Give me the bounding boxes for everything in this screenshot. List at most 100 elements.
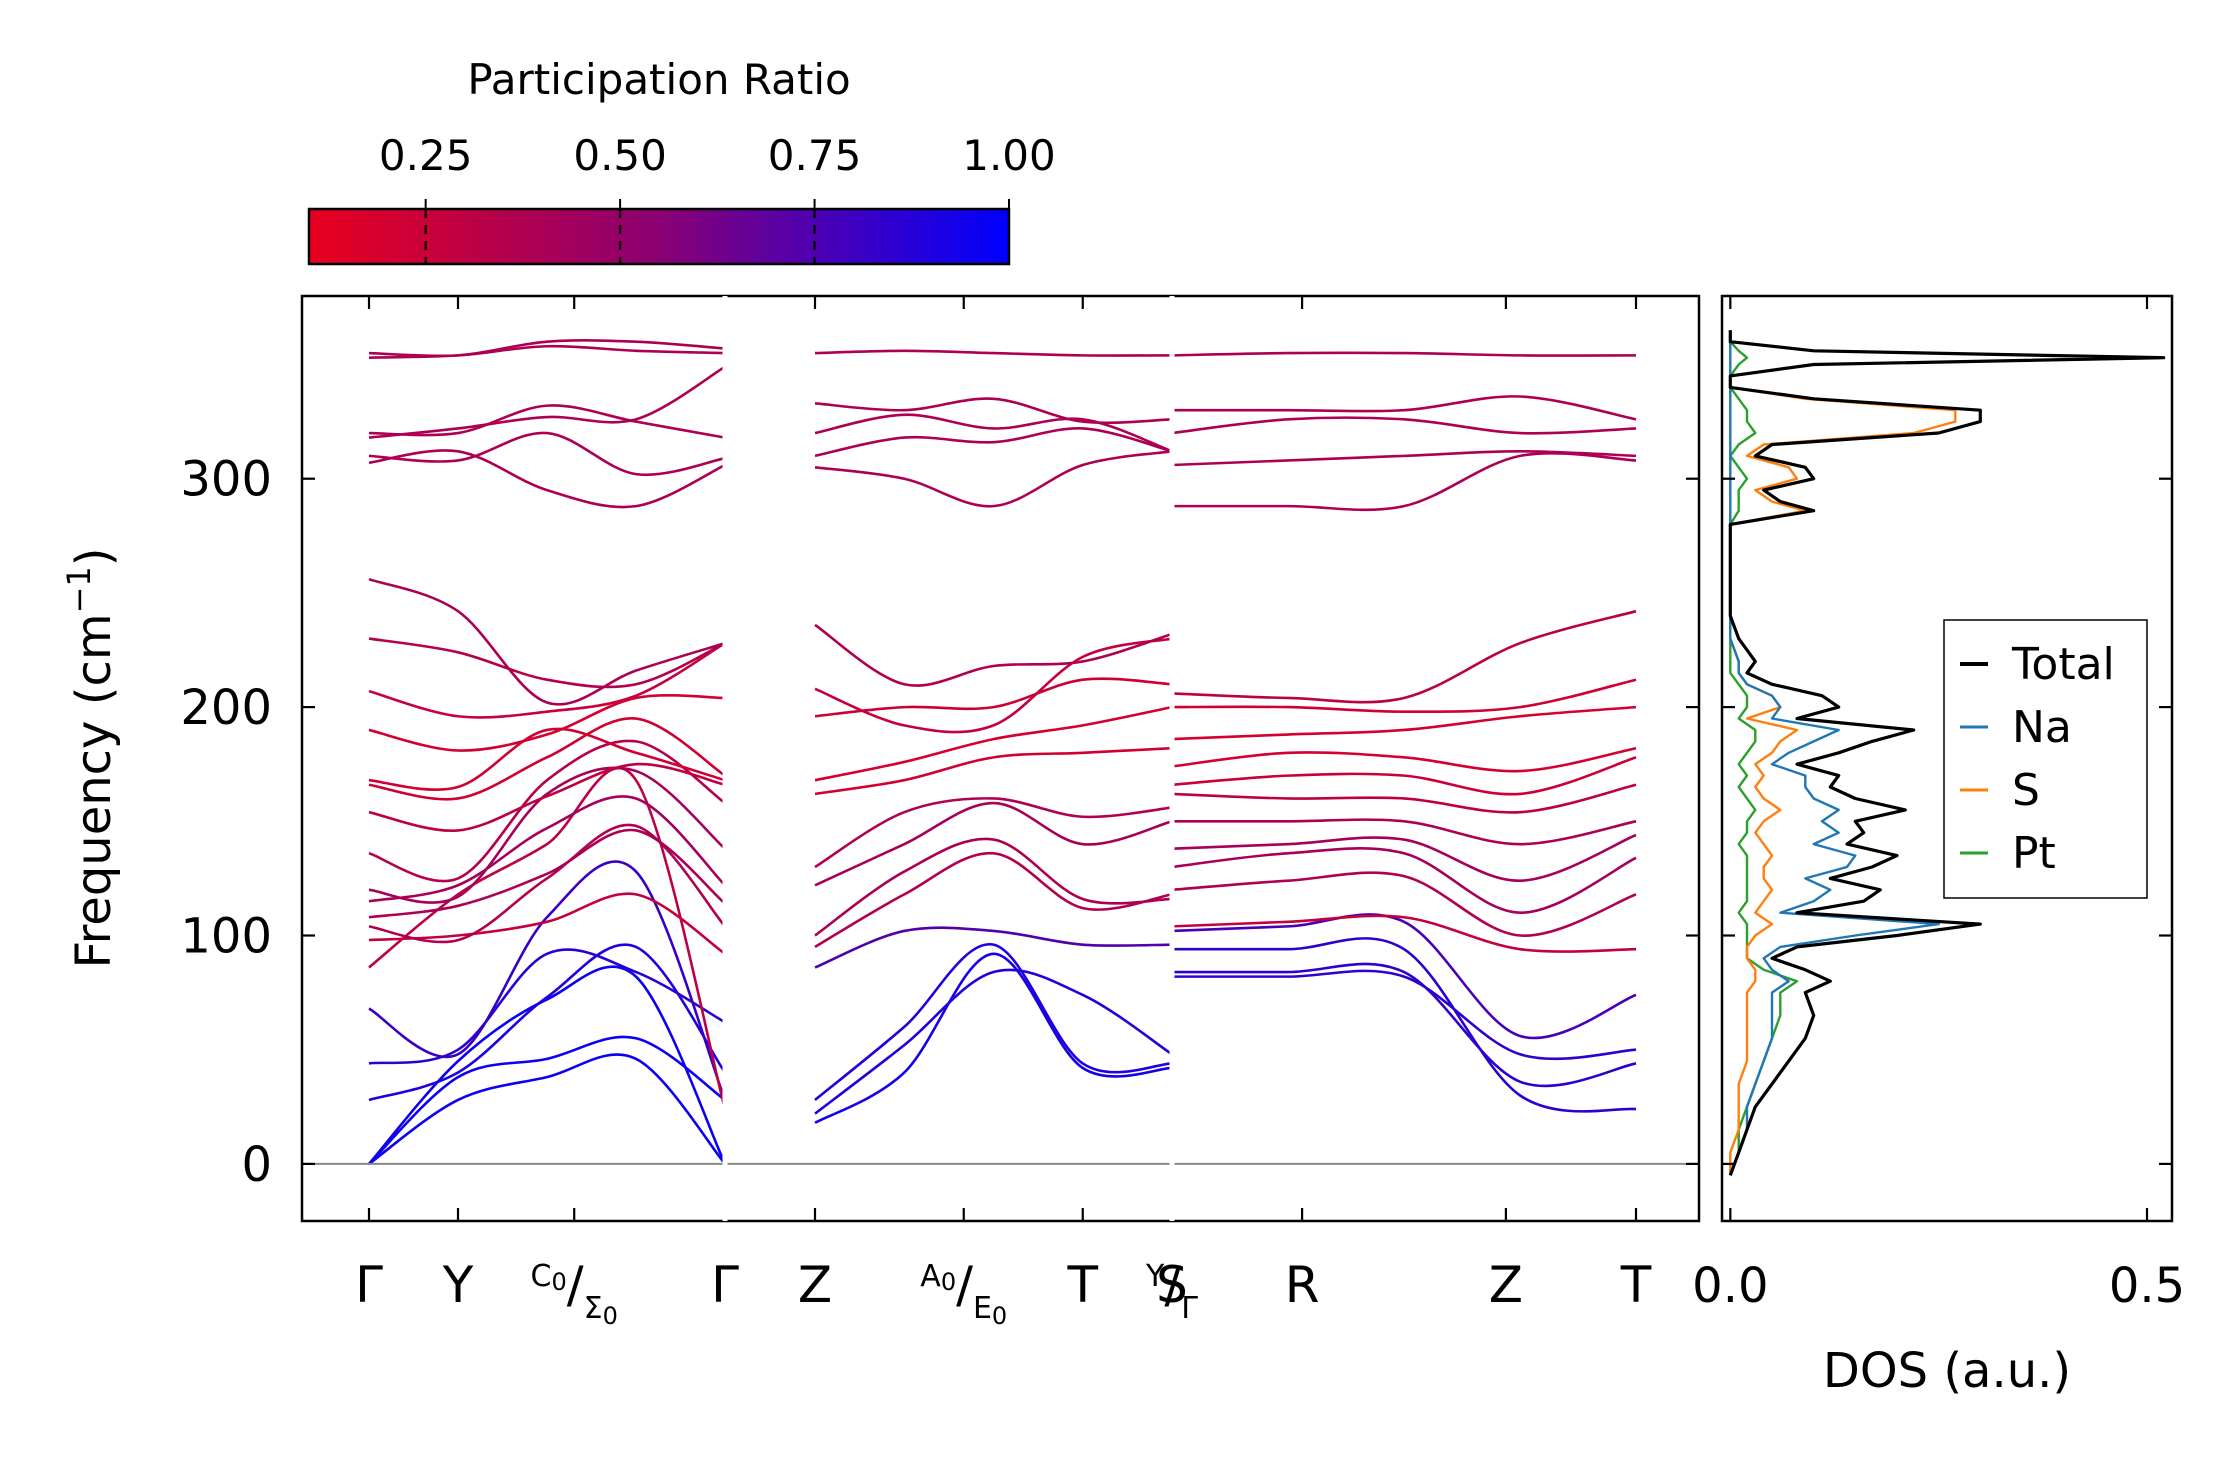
colorbar-tick-label: 0.25	[379, 131, 473, 180]
legend-label-pt: Pt	[2012, 828, 2056, 879]
y-axis-label-superscript: −1	[60, 566, 98, 613]
band-line	[814, 637, 1173, 734]
band-line	[814, 801, 1173, 887]
band-line	[368, 943, 727, 1102]
x-tick-label: C0/Σ0	[531, 1256, 618, 1330]
band-line	[1171, 937, 1637, 1113]
band-line	[1171, 847, 1637, 914]
legend-label-na: Na	[2012, 702, 2072, 753]
band-line	[814, 677, 1173, 718]
colorbar-title: Participation Ratio	[467, 55, 850, 104]
band-line	[368, 795, 726, 903]
band-line	[368, 1035, 726, 1165]
x-tick-label: A0/E0	[920, 1256, 1007, 1330]
band-line	[368, 762, 726, 832]
band-line	[814, 837, 1173, 937]
x-tick-label: R	[1285, 1256, 1320, 1314]
band-line	[814, 623, 1173, 687]
band-line	[368, 948, 726, 1065]
band-line	[368, 766, 726, 904]
x-tick-label: Γ	[355, 1256, 383, 1314]
y-axis-label-close: )	[66, 547, 122, 566]
colorbar-ticks: 0.25 0.50 0.75 1.00	[379, 131, 1056, 264]
colorbar-gradient	[307, 207, 1011, 266]
colorbar: Participation Ratio 0.25 0.50 0.75 1.00	[307, 55, 1056, 266]
band-line	[368, 727, 726, 791]
band-line	[368, 642, 726, 719]
legend-label-s: S	[2012, 765, 2040, 816]
band-line	[368, 717, 726, 801]
band-line	[1171, 833, 1637, 882]
band-line	[1171, 351, 1637, 357]
band-line	[1171, 450, 1637, 467]
band-line	[368, 823, 726, 944]
x-tick-label: Z	[798, 1256, 832, 1314]
phonon-bands	[368, 339, 1637, 1165]
legend-label-total: Total	[2011, 639, 2115, 690]
band-line	[1171, 962, 1637, 1088]
band-line	[814, 450, 1173, 508]
band-axes: 0 100 200 300 Γ Y C0/Σ0 Γ Z A0/E0 T Y/ΓS R Z T	[180, 294, 1701, 1330]
colorbar-tick-label: 0.50	[573, 131, 667, 180]
band-frame	[300, 294, 1701, 1223]
dos-line-pt	[1729, 330, 1799, 1176]
band-line	[1171, 705, 1637, 741]
band-line	[1171, 395, 1637, 421]
band-line	[1171, 746, 1637, 773]
band-line	[368, 860, 727, 1101]
band-line	[1171, 914, 1637, 953]
band-line	[368, 577, 726, 706]
dos-line-total	[1728, 330, 2166, 1176]
band-line	[368, 637, 726, 689]
band-line	[368, 404, 726, 439]
band-line	[1172, 969, 1637, 1061]
y-tick-label: 0	[241, 1137, 272, 1193]
band-line	[1171, 783, 1637, 814]
band-line	[368, 431, 726, 477]
dos-curves	[1728, 330, 2166, 1176]
dos-line-na	[1729, 330, 1940, 1176]
x-tick-label: S	[1156, 1256, 1188, 1314]
x-tick-label: Y	[442, 1256, 474, 1314]
colorbar-tick-label: 0.75	[768, 131, 862, 180]
band-line	[814, 427, 1173, 458]
band-line	[814, 349, 1173, 357]
y-axis-label-main: Frequency (cm	[66, 613, 122, 968]
band-line	[1171, 416, 1637, 435]
band-line	[1171, 913, 1637, 1040]
band-line	[1171, 678, 1637, 714]
band-line	[368, 449, 726, 509]
colorbar-tick-label: 1.00	[962, 131, 1056, 180]
x-tick-label: Z	[1489, 1256, 1523, 1314]
band-line	[368, 365, 726, 439]
band-line	[814, 943, 1173, 1101]
band-structure-panel: 0 100 200 300 Γ Y C0/Σ0 Γ Z A0/E0 T Y/ΓS R Z T Frequen…	[60, 294, 1701, 1330]
band-line	[368, 766, 727, 1110]
dos-x-tick-label: 0.0	[1692, 1258, 1768, 1314]
band-line	[814, 705, 1173, 782]
dos-legend: Total Na S Pt	[1943, 619, 2148, 899]
band-line	[1172, 818, 1637, 846]
band-line	[814, 851, 1173, 949]
y-tick-label: 100	[180, 909, 272, 965]
dos-x-tick-label: 0.5	[2109, 1258, 2185, 1314]
x-tick-label: Γ	[711, 1256, 739, 1314]
x-axis-label-dos: DOS (a.u.)	[1823, 1343, 2071, 1399]
x-tick-label: Y/Γ	[1145, 1256, 1198, 1326]
band-line	[814, 952, 1173, 1124]
band-line	[368, 965, 727, 1165]
band-line	[1171, 756, 1637, 796]
dos-frame	[1720, 294, 2174, 1223]
y-tick-label: 200	[180, 680, 272, 736]
dos-panel: 0.0 0.5 DOS (a.u.) Total Na S Pt	[1692, 294, 2185, 1399]
y-axis-label: Frequency (cm−1)	[60, 547, 122, 968]
band-line	[368, 739, 726, 883]
band-line	[368, 828, 726, 919]
dos-axes: 0.0 0.5	[1692, 294, 2185, 1314]
x-tick-label: T	[1620, 1256, 1652, 1314]
band-line	[368, 693, 726, 752]
x-tick-label: T	[1066, 1256, 1098, 1314]
band-line	[814, 413, 1173, 453]
